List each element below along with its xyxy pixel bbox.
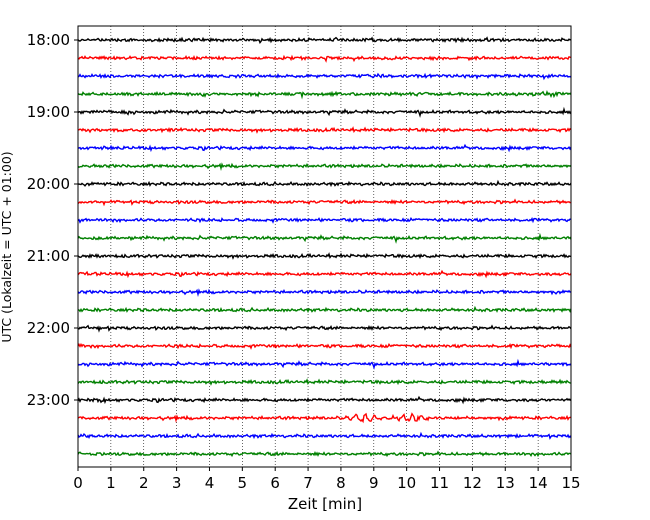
trace-1900: [77, 106, 572, 118]
x-tick-label-10: 10: [397, 474, 416, 492]
x-tick-label-15: 15: [561, 474, 580, 492]
plot-frame: [77, 25, 572, 468]
trace-1930: [77, 143, 572, 153]
y-tick-label-21:00: 21:00: [27, 247, 70, 265]
trace-2245: [77, 378, 572, 386]
y-axis-ticks: 18:00 19:00 20:00 21:00 22:00 23:00: [27, 31, 78, 409]
trace-2115: [77, 269, 572, 279]
x-tick-label-13: 13: [496, 474, 515, 492]
x-tick-label-4: 4: [205, 474, 215, 492]
x-tick-label-3: 3: [172, 474, 182, 492]
x-tick-label-1: 1: [106, 474, 116, 492]
trace-1945: [77, 162, 572, 172]
trace-2100: [77, 252, 572, 260]
x-tick-label-5: 5: [238, 474, 248, 492]
trace-2230: [77, 358, 572, 370]
trace-lines: [77, 36, 572, 458]
y-tick-label-20:00: 20:00: [27, 175, 70, 193]
trace-1845: [77, 89, 572, 100]
trace-2030: [77, 216, 572, 224]
y-axis-label: UTC (Lokalzeit = UTC + 01:00): [0, 151, 14, 342]
y-tick-label-23:00: 23:00: [27, 391, 70, 409]
trace-2145: [77, 305, 572, 314]
x-tick-label-11: 11: [430, 474, 449, 492]
trace-2130: [77, 288, 572, 298]
x-tick-label-0: 0: [73, 474, 83, 492]
x-tick-label-2: 2: [139, 474, 149, 492]
y-tick-label-18:00: 18:00: [27, 31, 70, 49]
x-tick-label-14: 14: [529, 474, 548, 492]
trace-2000: [77, 179, 572, 188]
trace-2330: [77, 431, 572, 440]
x-axis-ticks: 0 1 2 3 4 5 6 7 8 9 10 11 12 13 14 15: [73, 467, 581, 492]
x-tick-label-8: 8: [336, 474, 346, 492]
x-tick-label-12: 12: [463, 474, 482, 492]
trace-2200: [77, 324, 572, 333]
trace-1815: [77, 54, 572, 63]
y-tick-label-19:00: 19:00: [27, 103, 70, 121]
trace-2300: [77, 395, 572, 405]
trace-2315: [77, 412, 572, 424]
x-tick-label-6: 6: [270, 474, 280, 492]
trace-2345: [77, 450, 572, 458]
x-tick-label-7: 7: [303, 474, 313, 492]
trace-1800: [77, 36, 572, 45]
trace-2215: [77, 342, 572, 350]
y-tick-label-22:00: 22:00: [27, 319, 70, 337]
x-axis-label: Zeit [min]: [288, 495, 362, 513]
trace-2015: [77, 198, 572, 207]
x-tick-label-9: 9: [369, 474, 379, 492]
trace-1830: [77, 72, 572, 81]
trace-2045: [77, 232, 572, 244]
trace-1915: [77, 126, 572, 134]
